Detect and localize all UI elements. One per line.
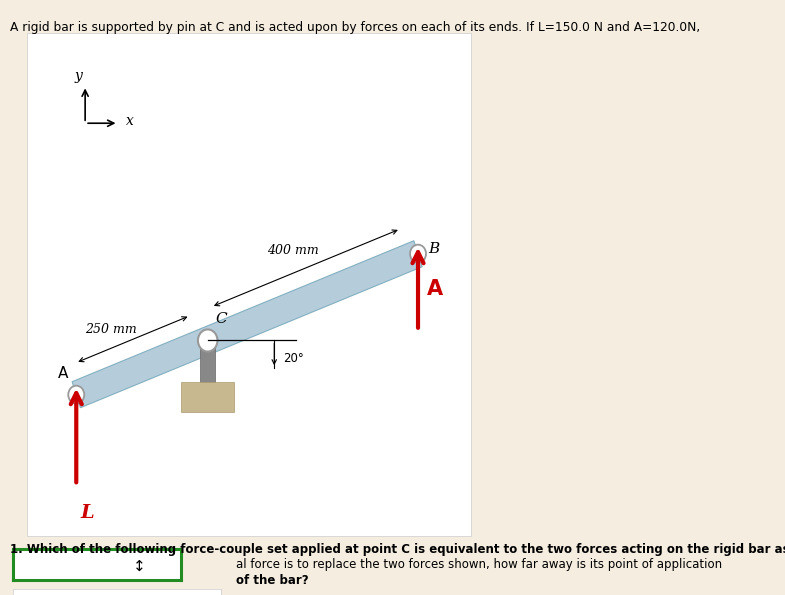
Text: of the bar?: of the bar? — [236, 574, 309, 587]
Text: 20°: 20° — [283, 352, 304, 365]
Text: ↕: ↕ — [133, 559, 145, 574]
Text: B: B — [428, 242, 439, 256]
Circle shape — [68, 386, 84, 404]
Text: y: y — [75, 70, 82, 83]
Text: x: x — [126, 114, 133, 128]
Bar — [181, 382, 234, 412]
Text: A: A — [58, 366, 68, 381]
Circle shape — [410, 245, 426, 263]
Circle shape — [198, 330, 217, 352]
Text: 1. Which of the following force-couple set applied at point C is equivalent to t: 1. Which of the following force-couple s… — [10, 543, 785, 556]
Text: al force is to replace the two forces shown, how far away is its point of applic: al force is to replace the two forces sh… — [236, 558, 721, 571]
Text: A: A — [427, 279, 443, 299]
Text: A rigid bar is supported by pin at C and is acted upon by forces on each of its : A rigid bar is supported by pin at C and… — [10, 21, 700, 34]
Polygon shape — [72, 241, 422, 408]
Text: 400 mm: 400 mm — [267, 244, 319, 257]
Text: 250 mm: 250 mm — [85, 322, 137, 336]
Text: L: L — [81, 504, 94, 522]
Text: C: C — [215, 312, 227, 327]
Bar — [200, 346, 215, 382]
